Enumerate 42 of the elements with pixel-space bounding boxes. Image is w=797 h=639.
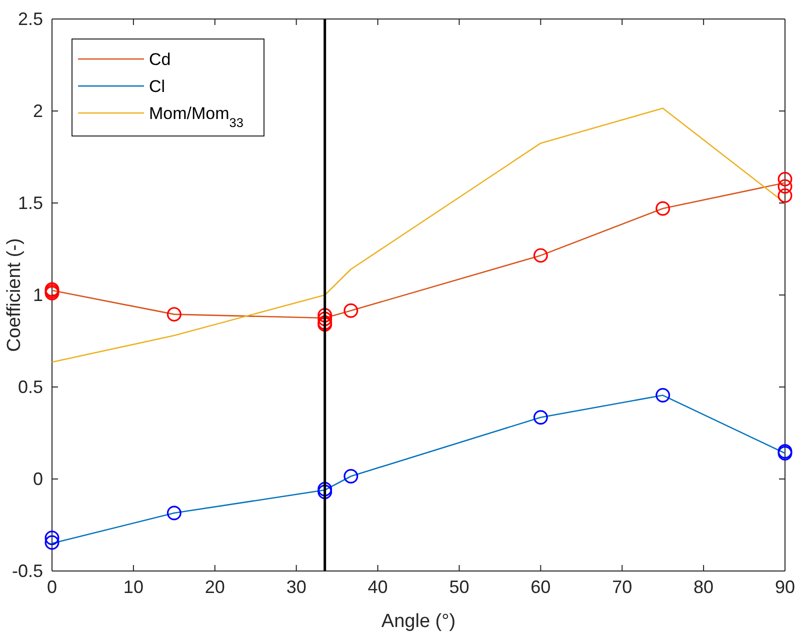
point [318,484,332,500]
x-tick-label: 20 [204,576,225,597]
legend-label: Cl [149,77,166,96]
y-tick-label: 0 [32,468,43,489]
x-tick-label: 50 [449,576,470,597]
y-tick-label: -0.5 [12,560,43,581]
y-tick-label: 2 [32,100,43,121]
point [318,312,332,326]
y-tick-label: 1 [32,284,43,305]
x-axis-title: Angle (°) [381,611,456,632]
y-tick-label: 1.5 [18,192,43,213]
point [533,248,548,263]
x-tick-label: 90 [774,576,796,597]
point [344,469,358,484]
line-series [51,394,786,544]
point [166,506,182,520]
point [778,179,792,194]
y-axis-title: Coefficient (-) [4,238,25,352]
x-tick-label: 60 [530,576,551,597]
x-tick-label: 40 [368,576,388,597]
y-tick-label: 2.5 [18,8,43,29]
x-tick-label: 10 [123,576,144,597]
point [778,172,792,186]
legend-label: Cd [149,50,171,69]
x-tick-label: 30 [286,576,306,597]
point [778,188,792,203]
point [44,530,60,546]
point [344,303,358,318]
point [318,308,332,322]
x-tick-label: 70 [612,576,632,597]
point [44,535,60,550]
legend-label: Mom/Mom$_{33}$ [149,104,244,130]
x-tick-label: 80 [694,576,714,597]
point [533,410,548,425]
point [656,201,670,216]
line-series [51,108,786,363]
x-tick-label: 0 [46,576,58,597]
point [166,307,182,322]
line-series [51,182,786,319]
point [318,482,332,496]
y-tick-label: 0.5 [18,376,43,397]
point [656,388,670,402]
